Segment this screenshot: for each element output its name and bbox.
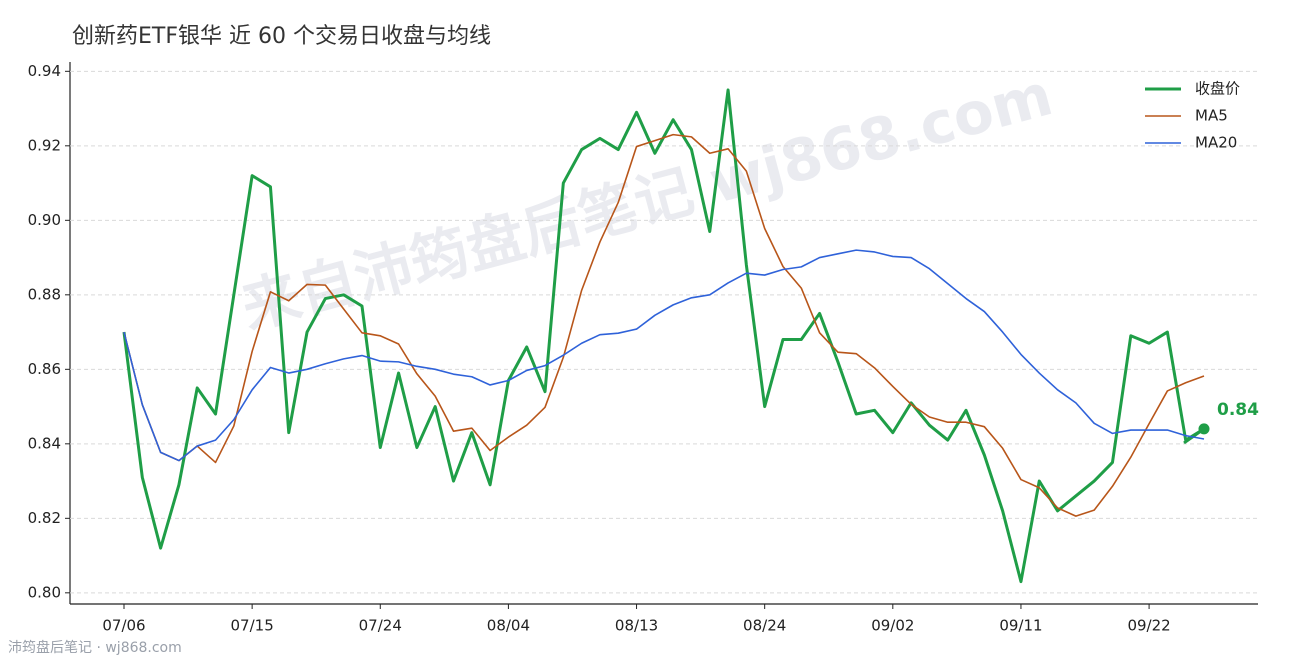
chart-title: 创新药ETF银华 近 60 个交易日收盘与均线	[72, 24, 491, 49]
y-tick-label: 0.94	[28, 62, 61, 80]
y-tick-label: 0.92	[28, 136, 61, 154]
x-tick-label: 07/15	[231, 617, 274, 635]
x-tick-label: 09/11	[999, 617, 1042, 635]
value-label: 0.84	[1217, 400, 1259, 420]
y-tick-label: 0.84	[28, 434, 61, 452]
y-tick-label: 0.90	[28, 211, 61, 229]
x-tick-label: 09/22	[1127, 617, 1170, 635]
series-line	[122, 88, 1205, 584]
x-tick-label: 08/13	[615, 617, 658, 635]
x-tick-label: 07/06	[102, 617, 145, 635]
legend-label: MA5	[1195, 107, 1228, 125]
x-tick-label: 09/02	[871, 617, 914, 635]
x-tick-label: 07/24	[359, 617, 402, 635]
y-tick-label: 0.88	[28, 285, 61, 303]
x-tick-label: 08/24	[743, 617, 786, 635]
watermark: 来自沛筠盘后笔记 wj868.com	[235, 60, 1060, 342]
legend-label: 收盘价	[1195, 80, 1240, 98]
y-tick-label: 0.80	[28, 583, 61, 601]
series-line	[123, 249, 1205, 462]
series-line	[123, 133, 1205, 517]
y-tick-label: 0.86	[28, 360, 61, 378]
x-tick-label: 08/04	[487, 617, 530, 635]
y-tick-label: 0.82	[28, 509, 61, 527]
legend-label: MA20	[1195, 134, 1237, 152]
last-point	[1198, 423, 1210, 435]
footer: 沛筠盘后笔记 · wj868.com	[8, 639, 182, 656]
